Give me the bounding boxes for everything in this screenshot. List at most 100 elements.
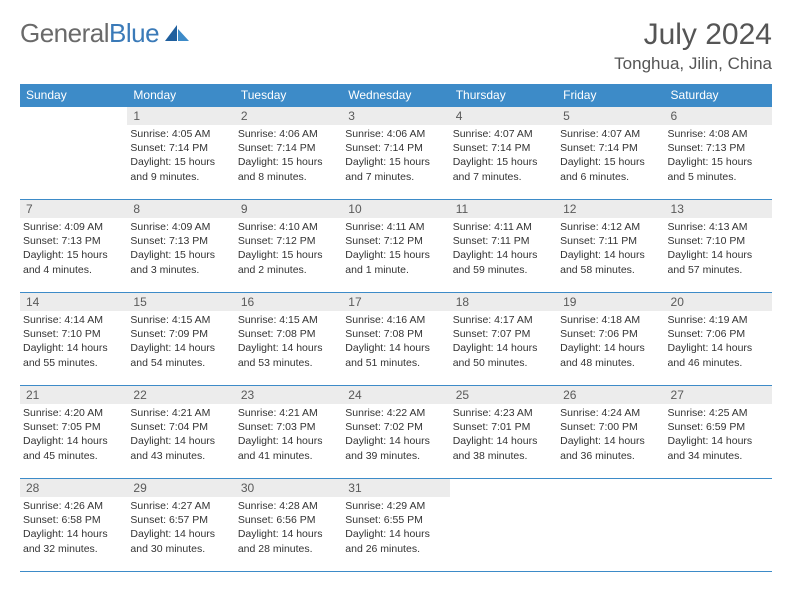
day-number: 16 bbox=[235, 293, 342, 311]
day-details: Sunrise: 4:18 AMSunset: 7:06 PMDaylight:… bbox=[557, 311, 664, 372]
day-header: Friday bbox=[557, 84, 664, 107]
calendar-cell: 22Sunrise: 4:21 AMSunset: 7:04 PMDayligh… bbox=[127, 386, 234, 479]
day-details: Sunrise: 4:27 AMSunset: 6:57 PMDaylight:… bbox=[127, 497, 234, 558]
day-header: Thursday bbox=[450, 84, 557, 107]
calendar-cell: 12Sunrise: 4:12 AMSunset: 7:11 PMDayligh… bbox=[557, 200, 664, 293]
calendar-cell bbox=[20, 107, 127, 200]
calendar-cell bbox=[450, 479, 557, 572]
day-details: Sunrise: 4:09 AMSunset: 7:13 PMDaylight:… bbox=[20, 218, 127, 279]
calendar-cell: 8Sunrise: 4:09 AMSunset: 7:13 PMDaylight… bbox=[127, 200, 234, 293]
day-number: 6 bbox=[665, 107, 772, 125]
logo-sail-icon bbox=[163, 23, 191, 45]
day-details: Sunrise: 4:24 AMSunset: 7:00 PMDaylight:… bbox=[557, 404, 664, 465]
day-number: 27 bbox=[665, 386, 772, 404]
calendar-body: 1Sunrise: 4:05 AMSunset: 7:14 PMDaylight… bbox=[20, 107, 772, 572]
day-number: 9 bbox=[235, 200, 342, 218]
day-details: Sunrise: 4:22 AMSunset: 7:02 PMDaylight:… bbox=[342, 404, 449, 465]
calendar-cell: 18Sunrise: 4:17 AMSunset: 7:07 PMDayligh… bbox=[450, 293, 557, 386]
day-details: Sunrise: 4:19 AMSunset: 7:06 PMDaylight:… bbox=[665, 311, 772, 372]
day-header: Tuesday bbox=[235, 84, 342, 107]
calendar-week: 28Sunrise: 4:26 AMSunset: 6:58 PMDayligh… bbox=[20, 479, 772, 572]
day-details: Sunrise: 4:21 AMSunset: 7:03 PMDaylight:… bbox=[235, 404, 342, 465]
day-details: Sunrise: 4:14 AMSunset: 7:10 PMDaylight:… bbox=[20, 311, 127, 372]
calendar-cell: 6Sunrise: 4:08 AMSunset: 7:13 PMDaylight… bbox=[665, 107, 772, 200]
calendar-cell: 3Sunrise: 4:06 AMSunset: 7:14 PMDaylight… bbox=[342, 107, 449, 200]
calendar-cell: 19Sunrise: 4:18 AMSunset: 7:06 PMDayligh… bbox=[557, 293, 664, 386]
calendar-cell bbox=[557, 479, 664, 572]
day-details: Sunrise: 4:06 AMSunset: 7:14 PMDaylight:… bbox=[342, 125, 449, 186]
day-details: Sunrise: 4:13 AMSunset: 7:10 PMDaylight:… bbox=[665, 218, 772, 279]
calendar-head: SundayMondayTuesdayWednesdayThursdayFrid… bbox=[20, 84, 772, 107]
calendar-week: 21Sunrise: 4:20 AMSunset: 7:05 PMDayligh… bbox=[20, 386, 772, 479]
day-number: 23 bbox=[235, 386, 342, 404]
calendar-cell: 7Sunrise: 4:09 AMSunset: 7:13 PMDaylight… bbox=[20, 200, 127, 293]
day-details: Sunrise: 4:26 AMSunset: 6:58 PMDaylight:… bbox=[20, 497, 127, 558]
page-title: July 2024 bbox=[614, 18, 772, 52]
day-header: Wednesday bbox=[342, 84, 449, 107]
day-number: 19 bbox=[557, 293, 664, 311]
calendar-cell: 15Sunrise: 4:15 AMSunset: 7:09 PMDayligh… bbox=[127, 293, 234, 386]
title-block: July 2024 Tonghua, Jilin, China bbox=[614, 18, 772, 74]
day-details: Sunrise: 4:07 AMSunset: 7:14 PMDaylight:… bbox=[450, 125, 557, 186]
calendar-cell: 10Sunrise: 4:11 AMSunset: 7:12 PMDayligh… bbox=[342, 200, 449, 293]
day-details: Sunrise: 4:21 AMSunset: 7:04 PMDaylight:… bbox=[127, 404, 234, 465]
day-details: Sunrise: 4:15 AMSunset: 7:09 PMDaylight:… bbox=[127, 311, 234, 372]
day-number: 21 bbox=[20, 386, 127, 404]
day-number: 10 bbox=[342, 200, 449, 218]
calendar-cell: 14Sunrise: 4:14 AMSunset: 7:10 PMDayligh… bbox=[20, 293, 127, 386]
day-number: 20 bbox=[665, 293, 772, 311]
day-number: 5 bbox=[557, 107, 664, 125]
day-number: 22 bbox=[127, 386, 234, 404]
day-number: 4 bbox=[450, 107, 557, 125]
calendar-cell: 4Sunrise: 4:07 AMSunset: 7:14 PMDaylight… bbox=[450, 107, 557, 200]
calendar-cell: 24Sunrise: 4:22 AMSunset: 7:02 PMDayligh… bbox=[342, 386, 449, 479]
calendar-cell: 29Sunrise: 4:27 AMSunset: 6:57 PMDayligh… bbox=[127, 479, 234, 572]
calendar-cell: 23Sunrise: 4:21 AMSunset: 7:03 PMDayligh… bbox=[235, 386, 342, 479]
calendar-cell: 28Sunrise: 4:26 AMSunset: 6:58 PMDayligh… bbox=[20, 479, 127, 572]
day-details: Sunrise: 4:28 AMSunset: 6:56 PMDaylight:… bbox=[235, 497, 342, 558]
day-details: Sunrise: 4:12 AMSunset: 7:11 PMDaylight:… bbox=[557, 218, 664, 279]
calendar-cell: 21Sunrise: 4:20 AMSunset: 7:05 PMDayligh… bbox=[20, 386, 127, 479]
day-details: Sunrise: 4:16 AMSunset: 7:08 PMDaylight:… bbox=[342, 311, 449, 372]
calendar-cell: 2Sunrise: 4:06 AMSunset: 7:14 PMDaylight… bbox=[235, 107, 342, 200]
location-label: Tonghua, Jilin, China bbox=[614, 54, 772, 74]
day-number: 30 bbox=[235, 479, 342, 497]
day-details: Sunrise: 4:11 AMSunset: 7:11 PMDaylight:… bbox=[450, 218, 557, 279]
day-details: Sunrise: 4:09 AMSunset: 7:13 PMDaylight:… bbox=[127, 218, 234, 279]
day-number: 14 bbox=[20, 293, 127, 311]
day-number: 18 bbox=[450, 293, 557, 311]
day-number: 1 bbox=[127, 107, 234, 125]
day-number: 8 bbox=[127, 200, 234, 218]
calendar-cell: 17Sunrise: 4:16 AMSunset: 7:08 PMDayligh… bbox=[342, 293, 449, 386]
day-details: Sunrise: 4:07 AMSunset: 7:14 PMDaylight:… bbox=[557, 125, 664, 186]
day-number: 26 bbox=[557, 386, 664, 404]
day-number: 11 bbox=[450, 200, 557, 218]
logo: GeneralBlue bbox=[20, 18, 191, 49]
day-number: 28 bbox=[20, 479, 127, 497]
day-number: 2 bbox=[235, 107, 342, 125]
page-header: GeneralBlue July 2024 Tonghua, Jilin, Ch… bbox=[20, 18, 772, 74]
day-number: 25 bbox=[450, 386, 557, 404]
calendar-cell: 16Sunrise: 4:15 AMSunset: 7:08 PMDayligh… bbox=[235, 293, 342, 386]
calendar-cell: 25Sunrise: 4:23 AMSunset: 7:01 PMDayligh… bbox=[450, 386, 557, 479]
day-details: Sunrise: 4:29 AMSunset: 6:55 PMDaylight:… bbox=[342, 497, 449, 558]
calendar-cell bbox=[665, 479, 772, 572]
day-number: 31 bbox=[342, 479, 449, 497]
day-details: Sunrise: 4:08 AMSunset: 7:13 PMDaylight:… bbox=[665, 125, 772, 186]
calendar-table: SundayMondayTuesdayWednesdayThursdayFrid… bbox=[20, 84, 772, 572]
day-details: Sunrise: 4:10 AMSunset: 7:12 PMDaylight:… bbox=[235, 218, 342, 279]
day-number: 3 bbox=[342, 107, 449, 125]
calendar-cell: 5Sunrise: 4:07 AMSunset: 7:14 PMDaylight… bbox=[557, 107, 664, 200]
day-details: Sunrise: 4:15 AMSunset: 7:08 PMDaylight:… bbox=[235, 311, 342, 372]
logo-text-general: General bbox=[20, 18, 109, 49]
calendar-cell: 31Sunrise: 4:29 AMSunset: 6:55 PMDayligh… bbox=[342, 479, 449, 572]
calendar-cell: 9Sunrise: 4:10 AMSunset: 7:12 PMDaylight… bbox=[235, 200, 342, 293]
calendar-cell: 13Sunrise: 4:13 AMSunset: 7:10 PMDayligh… bbox=[665, 200, 772, 293]
calendar-cell: 20Sunrise: 4:19 AMSunset: 7:06 PMDayligh… bbox=[665, 293, 772, 386]
day-details: Sunrise: 4:20 AMSunset: 7:05 PMDaylight:… bbox=[20, 404, 127, 465]
day-details: Sunrise: 4:05 AMSunset: 7:14 PMDaylight:… bbox=[127, 125, 234, 186]
day-details: Sunrise: 4:17 AMSunset: 7:07 PMDaylight:… bbox=[450, 311, 557, 372]
calendar-cell: 11Sunrise: 4:11 AMSunset: 7:11 PMDayligh… bbox=[450, 200, 557, 293]
calendar-cell: 27Sunrise: 4:25 AMSunset: 6:59 PMDayligh… bbox=[665, 386, 772, 479]
day-header: Saturday bbox=[665, 84, 772, 107]
